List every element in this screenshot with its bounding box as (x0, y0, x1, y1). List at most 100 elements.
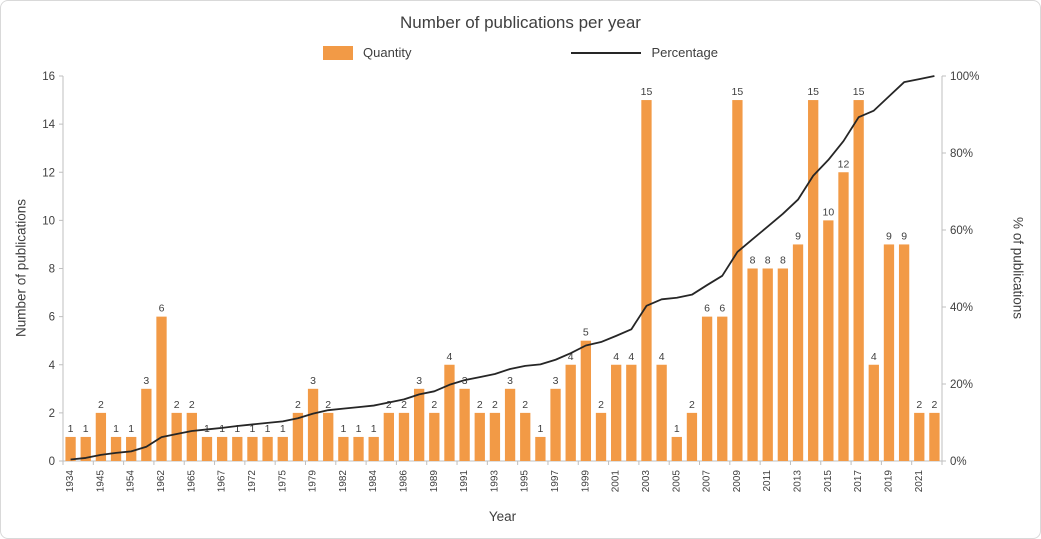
svg-text:2: 2 (689, 399, 695, 411)
svg-text:1: 1 (674, 423, 680, 435)
svg-text:4: 4 (447, 351, 453, 363)
svg-text:40%: 40% (950, 302, 973, 314)
svg-text:2013: 2013 (793, 470, 804, 493)
svg-text:6: 6 (704, 303, 710, 315)
legend-item-quantity: Quantity (323, 45, 411, 60)
svg-text:10: 10 (42, 215, 55, 227)
svg-text:4: 4 (628, 351, 634, 363)
svg-text:1: 1 (265, 423, 271, 435)
svg-text:4: 4 (49, 360, 56, 372)
svg-text:3: 3 (507, 375, 513, 387)
svg-text:1979: 1979 (308, 470, 319, 493)
svg-text:1995: 1995 (520, 470, 531, 493)
svg-text:1972: 1972 (247, 470, 258, 493)
svg-text:1965: 1965 (186, 470, 197, 493)
svg-text:2015: 2015 (823, 470, 834, 493)
svg-text:15: 15 (853, 86, 865, 98)
svg-text:3: 3 (143, 375, 149, 387)
x-axis-title: Year (488, 509, 517, 524)
svg-text:1: 1 (234, 423, 240, 435)
svg-text:2009: 2009 (732, 470, 743, 493)
svg-text:15: 15 (732, 86, 744, 98)
svg-text:2: 2 (401, 399, 407, 411)
svg-text:3: 3 (310, 375, 316, 387)
svg-text:4: 4 (568, 351, 574, 363)
svg-text:6: 6 (49, 312, 55, 324)
percentage-line-swatch-icon (571, 51, 642, 54)
svg-text:8: 8 (49, 264, 55, 276)
svg-text:5: 5 (583, 327, 589, 339)
svg-text:4: 4 (659, 351, 665, 363)
svg-text:9: 9 (795, 230, 801, 242)
svg-text:2001: 2001 (611, 470, 622, 493)
svg-text:0: 0 (49, 456, 55, 468)
svg-text:1982: 1982 (338, 470, 349, 493)
svg-text:2: 2 (325, 399, 331, 411)
svg-text:2017: 2017 (853, 470, 864, 493)
svg-text:3: 3 (553, 375, 559, 387)
svg-text:2: 2 (492, 399, 498, 411)
svg-text:2: 2 (49, 408, 55, 420)
svg-text:1: 1 (356, 423, 362, 435)
svg-text:12: 12 (42, 167, 55, 179)
svg-text:1: 1 (83, 423, 89, 435)
svg-text:2005: 2005 (671, 470, 682, 493)
svg-text:1975: 1975 (277, 470, 288, 493)
svg-text:8: 8 (780, 255, 786, 267)
svg-text:1967: 1967 (217, 470, 228, 493)
svg-text:1954: 1954 (126, 470, 137, 493)
svg-text:3: 3 (416, 375, 422, 387)
svg-text:12: 12 (838, 158, 850, 170)
legend-label-percentage: Percentage (651, 45, 718, 60)
svg-text:16: 16 (42, 71, 55, 83)
svg-text:1: 1 (128, 423, 134, 435)
svg-text:8: 8 (765, 255, 771, 267)
svg-text:1: 1 (537, 423, 543, 435)
svg-text:100%: 100% (950, 71, 979, 83)
svg-text:2: 2 (916, 399, 922, 411)
svg-text:2: 2 (598, 399, 604, 411)
svg-text:1984: 1984 (368, 470, 379, 493)
svg-text:2019: 2019 (883, 470, 894, 493)
svg-text:2021: 2021 (914, 470, 925, 493)
svg-text:1997: 1997 (550, 470, 561, 493)
svg-text:2: 2 (932, 399, 938, 411)
legend: Quantity Percentage (1, 45, 1040, 60)
legend-item-percentage: Percentage (571, 45, 718, 60)
svg-text:1934: 1934 (65, 470, 76, 493)
svg-text:2003: 2003 (641, 470, 652, 493)
svg-text:2: 2 (98, 399, 104, 411)
svg-text:2: 2 (477, 399, 483, 411)
svg-text:1: 1 (371, 423, 377, 435)
chart-title: Number of publications per year (400, 13, 641, 32)
svg-text:1: 1 (280, 423, 286, 435)
svg-text:20%: 20% (950, 379, 973, 391)
svg-text:1: 1 (340, 423, 346, 435)
svg-text:2: 2 (174, 399, 180, 411)
svg-text:14: 14 (42, 119, 55, 131)
svg-text:2011: 2011 (762, 470, 773, 492)
svg-text:2: 2 (431, 399, 437, 411)
svg-text:1962: 1962 (156, 470, 167, 493)
svg-text:2: 2 (386, 399, 392, 411)
svg-text:4: 4 (871, 351, 877, 363)
svg-text:1: 1 (68, 423, 74, 435)
svg-text:1986: 1986 (398, 470, 409, 493)
svg-text:6: 6 (159, 303, 165, 315)
svg-text:6: 6 (719, 303, 725, 315)
svg-text:1989: 1989 (429, 470, 440, 493)
svg-text:0%: 0% (950, 456, 967, 468)
svg-text:1: 1 (113, 423, 119, 435)
svg-text:1: 1 (219, 423, 225, 435)
svg-text:10: 10 (822, 206, 834, 218)
svg-text:4: 4 (613, 351, 619, 363)
svg-text:60%: 60% (950, 225, 973, 237)
svg-text:15: 15 (641, 86, 653, 98)
svg-text:1991: 1991 (459, 470, 470, 493)
svg-text:2: 2 (522, 399, 528, 411)
svg-text:1945: 1945 (95, 470, 106, 493)
svg-text:1993: 1993 (489, 470, 500, 493)
legend-label-quantity: Quantity (363, 45, 412, 60)
